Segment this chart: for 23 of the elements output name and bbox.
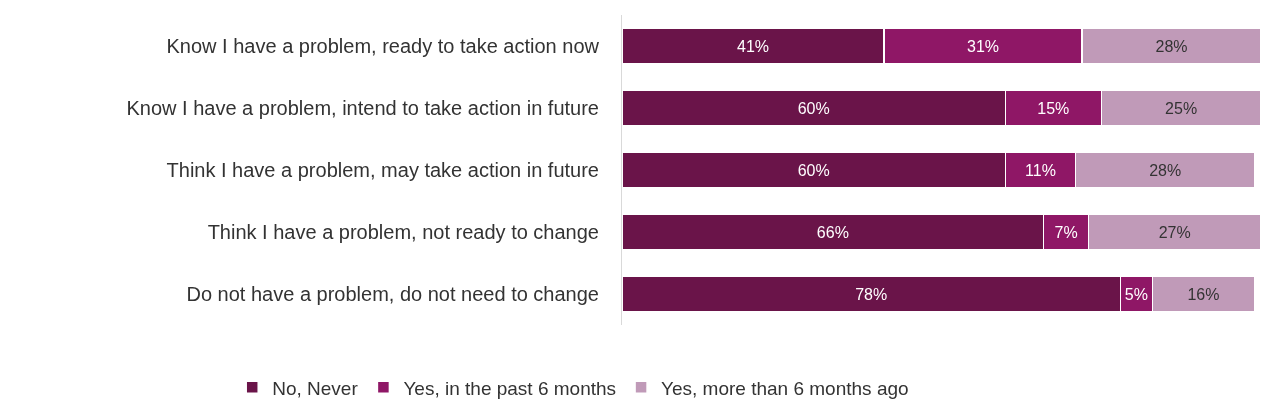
legend-label: Yes, in the past 6 months [403,377,617,399]
data-label: 60% [797,99,830,117]
data-label: 27% [1158,223,1191,241]
y-tick-label: Know I have a problem, ready to take action now [166,35,600,57]
data-label: 25% [1165,99,1198,117]
data-label: 15% [1037,99,1070,117]
legend-label: Yes, more than 6 months ago [661,377,909,399]
data-label: 16% [1187,285,1220,303]
data-label: 66% [816,223,849,241]
legend-label: No, Never [272,377,359,399]
data-label: 7% [1054,223,1078,241]
y-tick-label: Do not have a problem, do not need to change [186,283,599,305]
y-tick-label: Think I have a problem, may take action in future [166,159,599,181]
data-label: 31% [967,37,1000,55]
data-label: 78% [855,285,888,303]
data-label: 28% [1155,37,1188,55]
data-label: 60% [797,161,830,179]
data-label: 11% [1025,161,1056,179]
data-label: 28% [1149,161,1182,179]
y-tick-label: Think I have a problem, not ready to change [207,221,599,243]
y-tick-label: Know I have a problem, intend to take action in future [126,97,599,119]
data-label: 41% [736,37,770,55]
data-label: 5% [1124,285,1148,303]
